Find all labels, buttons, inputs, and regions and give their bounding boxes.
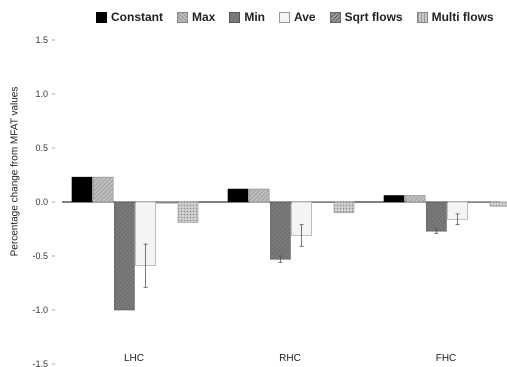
bar-lhc-constant xyxy=(71,176,93,203)
bar-fhc-max xyxy=(404,195,426,203)
y-tick-label: -1.0 xyxy=(32,305,48,315)
y-tick-label: -1.5 xyxy=(32,359,48,367)
bar-lhc-sqrt-flows xyxy=(156,201,178,204)
bar-fhc-constant xyxy=(383,195,405,203)
bar-lhc-max xyxy=(92,176,114,203)
y-axis: 1.5 1.0 0.5 0.0 -0.5 -1.0 -1.5 xyxy=(32,35,55,367)
legend-label-ave: Ave xyxy=(294,10,316,24)
legend-swatch-sqrt-flows xyxy=(329,11,341,23)
legend-label-constant: Constant xyxy=(111,10,163,24)
bar-fhc-sqrt-flows xyxy=(468,201,490,203)
bar-fhc-multi-flows xyxy=(489,201,507,207)
legend-item-max: Max xyxy=(177,10,215,24)
legend-item-sqrt-flows: Sqrt flows xyxy=(329,10,403,24)
x-category-label: FHC xyxy=(436,353,457,364)
bar-rhc-max xyxy=(248,188,270,203)
y-tick-label: 0.5 xyxy=(35,143,48,153)
legend-label-min: Min xyxy=(244,10,266,24)
x-category-label: LHC xyxy=(124,353,144,364)
bar-rhc-constant xyxy=(227,188,249,203)
legend-item-constant: Constant xyxy=(96,10,163,24)
bar-lhc-multi-flows xyxy=(177,201,199,223)
chart-legend: Constant Max Min Ave Sqrt flows Multi fl… xyxy=(96,10,494,24)
y-tick-label: 1.5 xyxy=(35,35,48,45)
x-category-label: RHC xyxy=(279,353,301,364)
legend-swatch-constant xyxy=(96,11,107,23)
legend-swatch-multi-flows xyxy=(416,11,428,23)
bar-rhc-sqrt-flows xyxy=(312,201,334,203)
bars-group xyxy=(71,176,507,311)
y-tick-label: 0.0 xyxy=(35,197,48,207)
y-tick-label: -0.5 xyxy=(32,251,48,261)
bar-fhc-min xyxy=(426,201,447,232)
bar-rhc-multi-flows xyxy=(333,201,355,214)
legend-item-multi-flows: Multi flows xyxy=(416,10,494,24)
bar-lhc-min xyxy=(114,201,135,311)
legend-swatch-ave xyxy=(279,11,291,23)
legend-item-ave: Ave xyxy=(279,10,316,24)
legend-label-max: Max xyxy=(192,10,216,24)
legend-item-min: Min xyxy=(229,10,265,24)
y-tick-label: 1.0 xyxy=(35,89,48,99)
x-axis: LHC RHC FHC xyxy=(124,353,456,364)
legend-label-multi-flows: Multi flows xyxy=(431,10,494,24)
legend-swatch-max xyxy=(177,11,188,23)
legend-label-sqrt-flows: Sqrt flows xyxy=(344,10,403,24)
bar-rhc-min xyxy=(270,201,291,260)
legend-swatch-min xyxy=(229,11,241,23)
